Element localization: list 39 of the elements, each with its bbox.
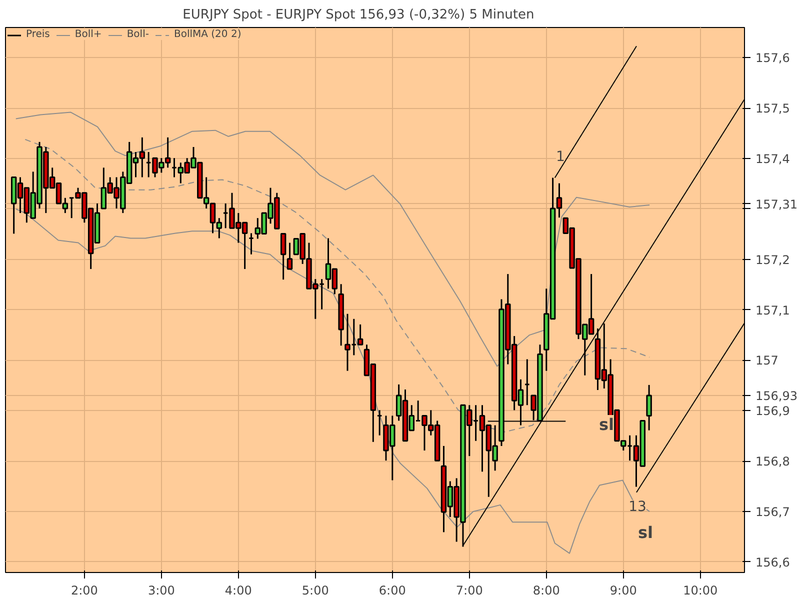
legend-label: BollMA (20 2) [174,29,242,40]
y-tick-label: 156,7 [756,504,790,519]
x-tick-label: 4:00 [224,584,252,598]
y-tick-label: 157,5 [756,102,790,116]
candlestick [524,358,530,406]
line-series [24,138,650,432]
legend-label: Preis [26,29,50,40]
y-tick-label: 157,1 [756,303,790,318]
y-tick-label: 157 [756,354,778,368]
y-tick-label: 156,9 [756,404,790,418]
line-series [15,208,650,554]
annotation: 13 [628,499,646,515]
line-series [15,112,650,367]
candlestick [280,232,286,280]
chart-title: EURJPY Spot - EURJPY Spot 156,93 (-0,32%) 5 Minuten [182,8,534,22]
annotation: sl [598,415,614,434]
x-tick-label: 5:00 [302,584,329,598]
x-tick-label: 6:00 [378,584,406,598]
y-tick-label: 156,8 [756,454,790,469]
x-tick-label: 3:00 [148,584,175,598]
annotation: sl [638,523,654,542]
x-tick-label: 8:00 [532,584,560,598]
candlestick [646,384,652,432]
candlestick [286,242,293,270]
annotation: 1 [556,149,565,165]
y-tick-label: 157,2 [756,252,790,267]
x-tick-label: 2:00 [70,584,98,598]
legend-label: Boll- [126,29,149,40]
y-tick-label: 157,31 [756,197,798,212]
y-tick-label: 157,6 [756,51,790,66]
legend-label: Boll+ [74,29,102,40]
x-tick-label: 7:00 [456,584,483,598]
x-tick-label: 10:00 [683,584,718,598]
candlestick [376,409,382,436]
y-tick-label: 157,4 [756,152,790,166]
y-tick-label: 156,93 [756,389,798,404]
candlestick [248,232,254,256]
y-tick-label: 156,6 [756,555,790,570]
x-tick-label: 9:00 [610,584,637,598]
